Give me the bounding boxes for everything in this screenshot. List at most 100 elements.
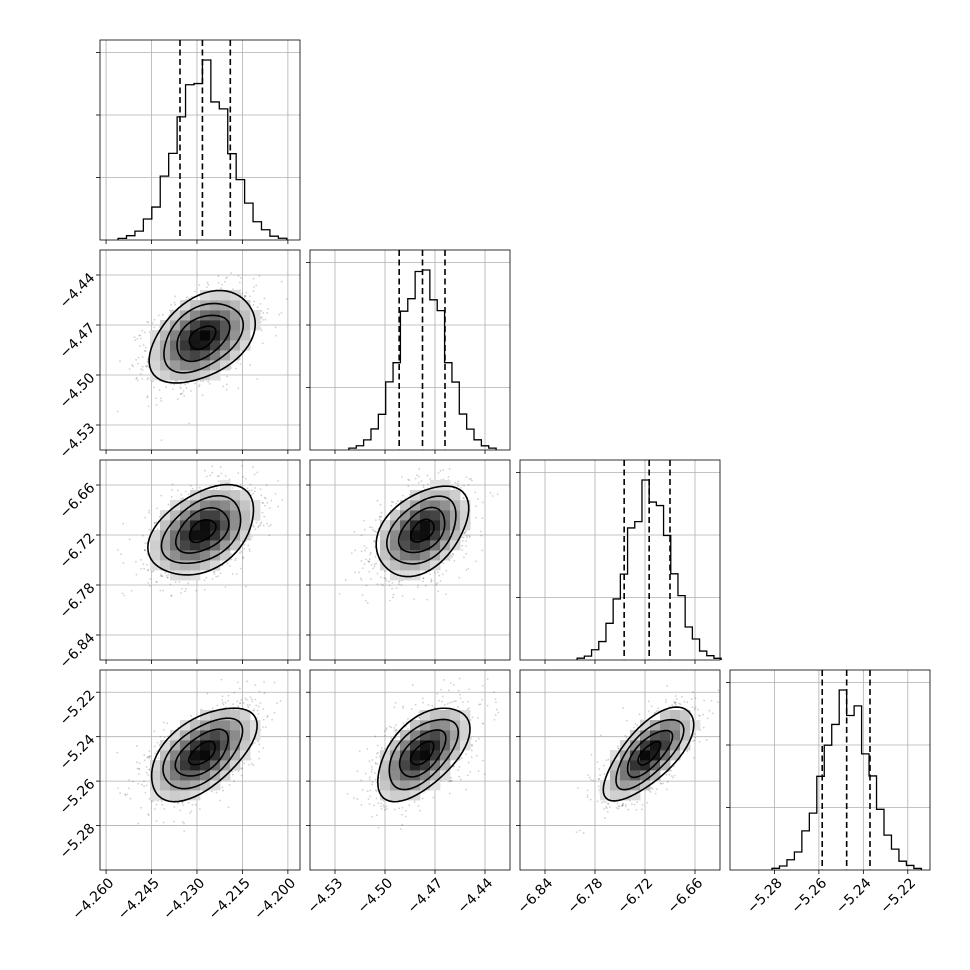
- sample-point: [657, 707, 660, 710]
- sample-point: [270, 499, 273, 502]
- sample-point: [137, 356, 140, 359]
- sample-point: [188, 422, 190, 425]
- sample-point: [654, 792, 657, 795]
- sample-point: [239, 552, 241, 554]
- sample-point: [250, 489, 253, 492]
- sample-point: [184, 383, 187, 386]
- sample-point: [346, 793, 349, 795]
- sample-point: [407, 478, 410, 481]
- sample-point: [395, 502, 398, 505]
- y-tick-label: −6.78: [57, 580, 99, 622]
- sample-point: [262, 318, 264, 321]
- sample-point: [418, 711, 421, 713]
- sample-point: [388, 584, 391, 587]
- sample-point: [575, 831, 578, 834]
- sample-point: [384, 577, 387, 580]
- density-cell: [170, 790, 181, 801]
- sample-point: [597, 778, 600, 781]
- density-cell: [160, 320, 171, 331]
- sample-point: [710, 699, 713, 702]
- sample-point: [253, 709, 256, 711]
- density-cell: [210, 550, 221, 561]
- y-tick-label: −4.53: [57, 420, 99, 462]
- sample-point: [257, 526, 260, 529]
- sample-point: [401, 595, 404, 597]
- sample-point: [172, 388, 174, 391]
- density-cell: [390, 780, 401, 791]
- sample-point: [194, 382, 196, 385]
- sample-point: [463, 532, 466, 535]
- sample-point: [173, 806, 176, 808]
- sample-point: [475, 740, 477, 742]
- sample-point: [264, 497, 267, 500]
- sample-point: [184, 590, 186, 593]
- sample-point: [191, 487, 194, 490]
- sample-point: [380, 802, 383, 805]
- sample-point: [385, 579, 388, 582]
- sample-point: [702, 713, 705, 716]
- sample-point: [198, 384, 201, 386]
- density-cell: [220, 330, 231, 341]
- sample-point: [394, 737, 397, 739]
- sample-point: [203, 469, 206, 472]
- density-cell: [640, 760, 651, 771]
- sample-point: [219, 799, 221, 802]
- sample-point: [368, 803, 371, 805]
- sample-point: [217, 281, 220, 284]
- sample-point: [253, 525, 255, 528]
- density-cell: [250, 510, 261, 521]
- sample-point: [393, 706, 396, 709]
- sample-point: [369, 526, 371, 529]
- sample-point: [360, 579, 363, 582]
- sample-point: [394, 808, 396, 811]
- sample-point: [598, 788, 601, 791]
- density-cell: [190, 570, 201, 581]
- sample-point: [161, 313, 164, 316]
- sample-point: [373, 540, 376, 543]
- sample-point: [376, 583, 379, 586]
- density-cell: [410, 780, 421, 791]
- density-cell: [420, 770, 431, 781]
- density-cell: [430, 500, 441, 511]
- density-cell: [240, 750, 251, 761]
- sample-point: [666, 685, 668, 687]
- contour-level-1: [174, 728, 229, 777]
- sample-point: [213, 570, 216, 573]
- sample-point: [694, 733, 696, 736]
- sample-point: [248, 704, 251, 706]
- sample-point: [256, 740, 259, 743]
- sample-point: [147, 377, 149, 379]
- sample-point: [390, 500, 393, 503]
- sample-point: [177, 489, 179, 492]
- sample-point: [450, 776, 453, 779]
- sample-point: [601, 801, 603, 804]
- density-layer: [116, 458, 284, 597]
- sample-point: [449, 779, 452, 782]
- sample-point: [481, 684, 484, 687]
- sample-point: [201, 394, 204, 397]
- density-cell: [410, 740, 421, 751]
- sample-point: [141, 534, 144, 537]
- sample-point: [236, 458, 238, 460]
- sample-point: [421, 797, 424, 800]
- sample-point: [246, 704, 249, 706]
- density-cell: [600, 790, 611, 801]
- x-tick-label: −5.24: [833, 875, 875, 917]
- contour-level-2: [385, 495, 457, 565]
- sample-point: [207, 283, 210, 286]
- sample-point: [124, 794, 127, 797]
- sample-point: [251, 698, 253, 701]
- sample-point: [240, 767, 243, 770]
- sample-point: [650, 787, 653, 789]
- density-cell: [230, 530, 241, 541]
- density-cell: [400, 510, 411, 521]
- density-cell: [210, 710, 221, 721]
- density-cell: [230, 320, 241, 331]
- sample-point: [679, 703, 682, 706]
- density-cell: [440, 750, 451, 761]
- sample-point: [440, 688, 443, 691]
- density-cell: [180, 340, 191, 351]
- density-cell: [230, 490, 241, 501]
- sample-point: [369, 795, 371, 798]
- density-cell: [190, 540, 201, 551]
